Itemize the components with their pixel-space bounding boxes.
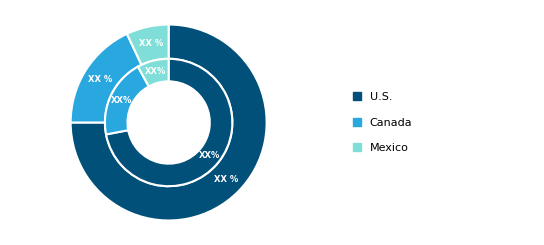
Wedge shape xyxy=(106,59,232,186)
Text: XX %: XX % xyxy=(88,75,113,84)
Wedge shape xyxy=(71,34,141,122)
Wedge shape xyxy=(71,24,267,220)
Text: XX %: XX % xyxy=(139,39,163,48)
Text: XX%: XX% xyxy=(145,67,166,76)
Wedge shape xyxy=(138,59,169,86)
Wedge shape xyxy=(127,24,169,65)
Text: XX%: XX% xyxy=(199,151,220,160)
Text: XX%: XX% xyxy=(110,96,132,105)
Text: XX %: XX % xyxy=(214,175,238,184)
Wedge shape xyxy=(105,67,149,135)
Legend: U.S., Canada, Mexico: U.S., Canada, Mexico xyxy=(353,92,412,153)
